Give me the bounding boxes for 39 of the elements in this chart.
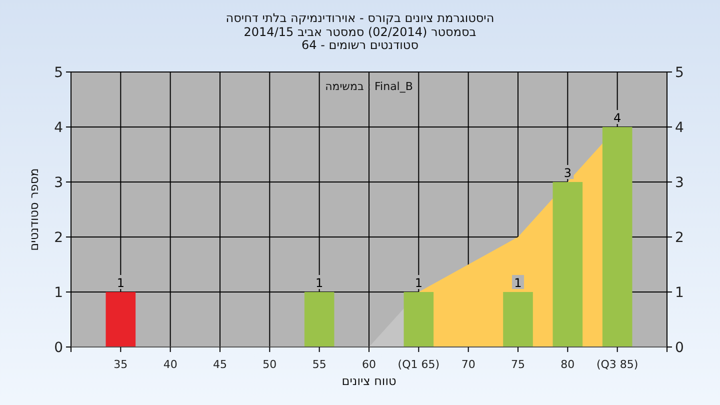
y-tick-label: 4 [54, 120, 64, 136]
chart-subtitle: בסמסטר (02/2014) סמסטר אביב 2014/15 סטודנטים רשומים - 64 [244, 25, 476, 52]
data-label: 3 [564, 166, 572, 180]
data-label: 1 [514, 276, 522, 290]
y-tick-label: 3 [54, 175, 63, 191]
x-tick-label: 70 [461, 358, 476, 371]
bar [106, 292, 136, 347]
data-label: 1 [414, 276, 422, 290]
y-axis-title: מספר סטודנטים [27, 168, 41, 251]
x-axis-title: טווח ציונים [342, 374, 396, 388]
y2-tick-label: 0 [675, 340, 684, 356]
x-tick-label: 45 [213, 358, 227, 371]
x-tick-label: 80 [560, 358, 575, 371]
y2-tick-label: 4 [675, 120, 684, 136]
y-tick-label: 1 [54, 285, 63, 301]
chart-title: היסטוגרמת ציונים בקורס - אוירודינמיקה בלתי דחיסה [226, 11, 494, 25]
x-tick-label: 50 [262, 358, 277, 371]
x-tick-label: 40 [163, 358, 178, 371]
data-label: 4 [614, 111, 622, 125]
x-tick-label: 35 [114, 358, 128, 371]
y-tick-label: 2 [54, 230, 63, 246]
data-label: 1 [316, 276, 324, 290]
y-tick-label: 0 [54, 340, 63, 356]
bar [602, 127, 632, 347]
y2-tick-label: 1 [675, 285, 684, 301]
annotation: במשימה : Final_B [325, 80, 413, 93]
bar [304, 292, 334, 347]
y-tick-label: 5 [54, 65, 63, 81]
bar [503, 292, 533, 347]
x-tick-label: (Q3 85) [596, 358, 638, 371]
bar [552, 182, 583, 347]
x-tick-label: 55 [312, 358, 326, 371]
y2-tick-label: 5 [675, 65, 684, 81]
x-tick-label: 75 [511, 358, 525, 371]
x-tick-label: (Q1 65) [398, 358, 440, 371]
y2-tick-label: 2 [675, 230, 684, 246]
y2-tick-label: 3 [675, 175, 684, 191]
data-label: 1 [116, 276, 124, 290]
x-tick-label: 60 [362, 358, 376, 371]
